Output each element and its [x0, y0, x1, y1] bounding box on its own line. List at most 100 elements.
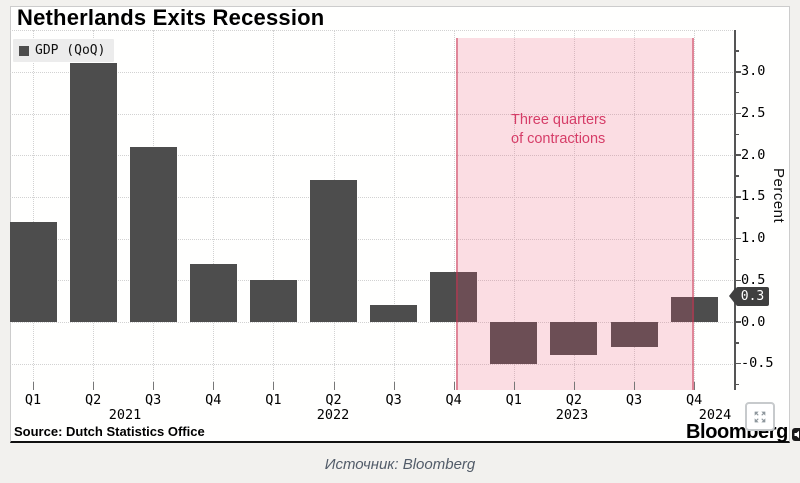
v-gridline — [513, 30, 515, 382]
v-gridline — [694, 30, 696, 382]
legend-swatch-icon — [19, 45, 29, 56]
legend-label: GDP (QoQ) — [35, 43, 106, 58]
h-gridline — [10, 113, 735, 115]
recession-highlight-region — [455, 38, 695, 390]
y-axis-tick — [735, 112, 741, 115]
x-quarter-label: Q1 — [24, 392, 42, 408]
y-axis-tick — [735, 196, 741, 198]
fullscreen-button[interactable] — [745, 402, 775, 431]
gdp-bar — [310, 180, 357, 322]
outer-caption: Источник: Bloomberg — [324, 456, 476, 473]
y-axis-tick — [735, 91, 739, 94]
gdp-bar — [129, 146, 177, 322]
x-axis-tick — [513, 382, 515, 390]
y-axis-title: Percent — [770, 168, 787, 224]
y-axis-tick — [735, 133, 739, 136]
y-tick-label: 2.5 — [741, 105, 766, 121]
h-gridline — [10, 322, 735, 323]
h-gridline — [10, 363, 735, 365]
speaker-icon — [791, 428, 800, 441]
gdp-bar — [69, 63, 117, 322]
gdp-bar — [189, 263, 237, 322]
x-year-label: 2021 — [108, 407, 142, 423]
x-axis-tick — [333, 382, 335, 390]
v-gridline — [33, 30, 34, 382]
x-quarter-label: Q4 — [445, 392, 462, 408]
x-axis-tick — [273, 382, 275, 390]
gdp-bar — [430, 271, 478, 322]
x-quarter-label: Q3 — [625, 392, 643, 408]
y-tick-label: 0.0 — [741, 313, 766, 330]
bloomberg-logo: Bloomberg — [686, 422, 800, 442]
v-gridline — [273, 30, 275, 382]
h-gridline — [10, 280, 735, 282]
gdp-bar — [610, 322, 658, 348]
x-axis-tick — [694, 382, 696, 390]
y-tick-label: 1.0 — [741, 230, 766, 247]
x-quarter-label: Q2 — [325, 392, 342, 408]
gdp-bar — [9, 221, 57, 322]
y-axis-tick — [735, 237, 741, 240]
y-axis-tick — [735, 71, 741, 73]
y-tick-label: 1.5 — [741, 188, 766, 205]
x-quarter-label: Q3 — [385, 392, 402, 408]
h-gridline — [10, 71, 735, 73]
x-quarter-label: Q1 — [265, 392, 282, 408]
v-gridline — [393, 30, 395, 382]
x-axis-tick — [573, 382, 575, 390]
x-axis-tick — [33, 382, 34, 390]
y-axis-tick — [735, 258, 739, 261]
y-axis-tick — [735, 50, 739, 52]
fullscreen-arrows-icon — [752, 409, 768, 425]
x-axis-tick — [453, 382, 455, 390]
y-tick-label: 0.5 — [741, 271, 766, 288]
x-axis-tick — [153, 382, 155, 390]
annotation-line: Three quarters — [511, 112, 607, 128]
x-axis-tick — [93, 382, 95, 390]
y-axis-tick — [735, 321, 741, 323]
last-value-flag: 0.3 — [729, 287, 769, 307]
gdp-bar — [550, 322, 598, 356]
y-axis-tick — [735, 154, 741, 156]
x-quarter-label: Q2 — [565, 392, 583, 408]
v-gridline — [573, 30, 575, 382]
y-axis-tick — [735, 175, 739, 177]
source-note: Source: Dutch Statistics Office — [14, 424, 205, 439]
h-gridline — [10, 196, 735, 198]
gdp-bar — [490, 322, 538, 364]
x-year-label: 2023 — [555, 407, 589, 423]
x-year-label: 2024 — [698, 407, 732, 423]
y-axis-tick — [735, 279, 741, 282]
gdp-bar — [249, 280, 297, 322]
y-axis-tick — [735, 217, 739, 219]
x-year-label: 2022 — [316, 407, 350, 423]
y-tick-label: -0.5 — [741, 355, 774, 372]
v-gridline — [213, 30, 215, 382]
y-axis-tick — [735, 362, 741, 365]
x-axis-tick — [393, 382, 395, 390]
v-gridline — [453, 30, 455, 382]
gdp-bar — [670, 296, 718, 322]
annotation-line: of contractions — [511, 131, 606, 147]
x-quarter-label: Q3 — [145, 392, 162, 408]
region-annotation: Three quarters of contractions — [511, 111, 606, 149]
x-quarter-label: Q2 — [84, 392, 102, 408]
y-tick-label: 3.0 — [741, 63, 766, 80]
v-gridline — [634, 30, 635, 382]
h-gridline — [10, 238, 735, 240]
gdp-bar — [370, 305, 418, 322]
y-axis-tick — [735, 383, 739, 386]
y-axis-line — [734, 30, 736, 390]
x-axis-tick — [634, 382, 635, 390]
y-tick-label: 2.0 — [741, 146, 766, 163]
legend: GDP (QoQ) — [13, 39, 115, 62]
x-axis-tick — [213, 382, 215, 390]
y-axis-tick — [735, 342, 739, 344]
chart-title: Netherlands Exits Recession — [17, 5, 325, 30]
h-gridline — [10, 30, 735, 32]
x-quarter-label: Q1 — [505, 392, 522, 408]
x-quarter-label: Q4 — [685, 392, 703, 408]
x-quarter-label: Q4 — [205, 392, 222, 408]
h-gridline — [10, 155, 735, 157]
